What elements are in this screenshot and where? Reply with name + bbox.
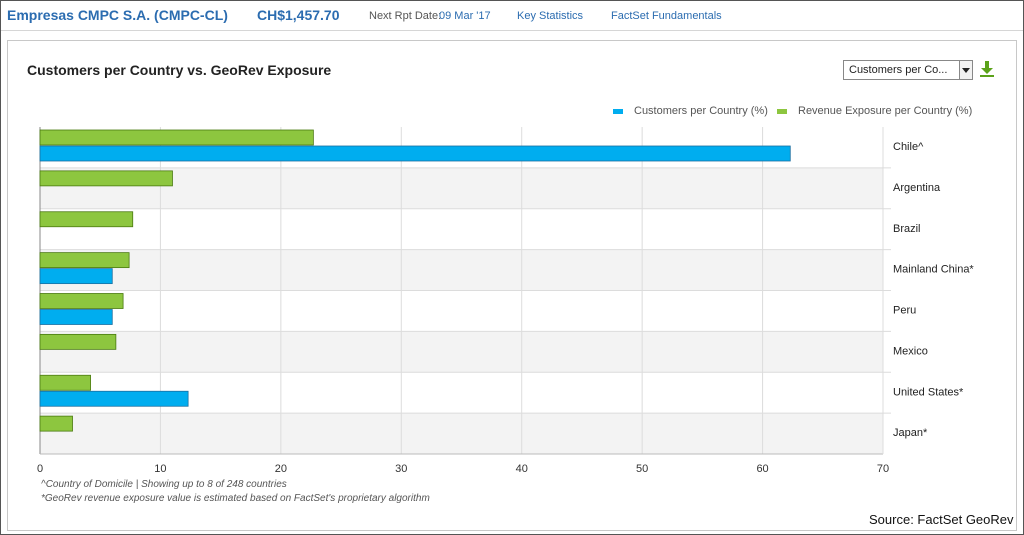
bar-revenue-8	[39, 415, 73, 432]
legend-swatch-revenue	[777, 109, 787, 114]
row-band	[40, 413, 883, 454]
category-label: Chile^	[893, 141, 924, 153]
row-band	[40, 290, 883, 332]
bar-customers-5	[39, 309, 113, 325]
legend-label-customers: Customers per Country (%)	[634, 105, 768, 117]
chevron-down-icon[interactable]	[959, 61, 972, 79]
legend-label-revenue: Revenue Exposure per Country (%)	[798, 105, 973, 117]
chart-type-select-value: Customers per Co...	[849, 64, 948, 76]
x-tick-label: 0	[37, 463, 43, 475]
category-label: Japan*	[893, 427, 928, 439]
company-name[interactable]: Empresas CMPC S.A. (CMPC-CL)	[7, 7, 228, 23]
next-report-label: Next Rpt Date:	[369, 10, 442, 22]
header-bar: Empresas CMPC S.A. (CMPC-CL) CH$1,457.70…	[1, 1, 1023, 31]
bar-revenue-1	[39, 129, 314, 146]
category-label: Brazil	[893, 223, 921, 235]
x-tick-label: 70	[877, 463, 889, 475]
category-label: United States*	[893, 386, 964, 398]
x-tick-label: 10	[154, 463, 166, 475]
bar-customers-1	[39, 145, 791, 162]
category-label: Argentina	[893, 182, 941, 194]
footnote-georev: *GeoRev revenue exposure value is estima…	[41, 493, 430, 504]
row-band	[40, 331, 883, 373]
chart-type-select[interactable]: Customers per Co...	[843, 60, 973, 80]
download-arrow-icon[interactable]	[979, 60, 995, 78]
row-band	[40, 249, 883, 291]
x-tick-label: 60	[756, 463, 768, 475]
next-report-date: 09 Mar '17	[439, 10, 491, 22]
x-tick-label: 30	[395, 463, 407, 475]
bar-revenue-2	[39, 170, 173, 187]
bar-revenue-3	[39, 211, 134, 228]
category-label: Mainland China*	[893, 264, 974, 276]
bar-revenue-6	[39, 333, 117, 350]
factset-fundamentals-link[interactable]: FactSet Fundamentals	[611, 10, 722, 22]
bar-customers-4	[39, 268, 113, 285]
x-tick-label: 40	[516, 463, 528, 475]
footnote-domicile: ^Country of Domicile | Showing up to 8 o…	[41, 479, 287, 490]
source-label: Source: FactSet GeoRev	[869, 512, 1014, 527]
x-tick-label: 20	[275, 463, 287, 475]
legend-swatch-customers	[613, 109, 623, 114]
x-tick-label: 50	[636, 463, 648, 475]
bar-customers-7	[39, 390, 189, 407]
bar-revenue-5	[39, 293, 124, 309]
category-label: Peru	[893, 305, 916, 317]
stock-price: CH$1,457.70	[257, 7, 340, 23]
row-band	[40, 208, 883, 250]
row-band	[40, 167, 883, 209]
key-statistics-link[interactable]: Key Statistics	[517, 10, 584, 22]
bar-revenue-4	[39, 252, 130, 269]
chart-title: Customers per Country vs. GeoRev Exposur…	[27, 62, 332, 78]
category-label: Mexico	[893, 345, 928, 357]
bar-revenue-7	[39, 374, 91, 391]
